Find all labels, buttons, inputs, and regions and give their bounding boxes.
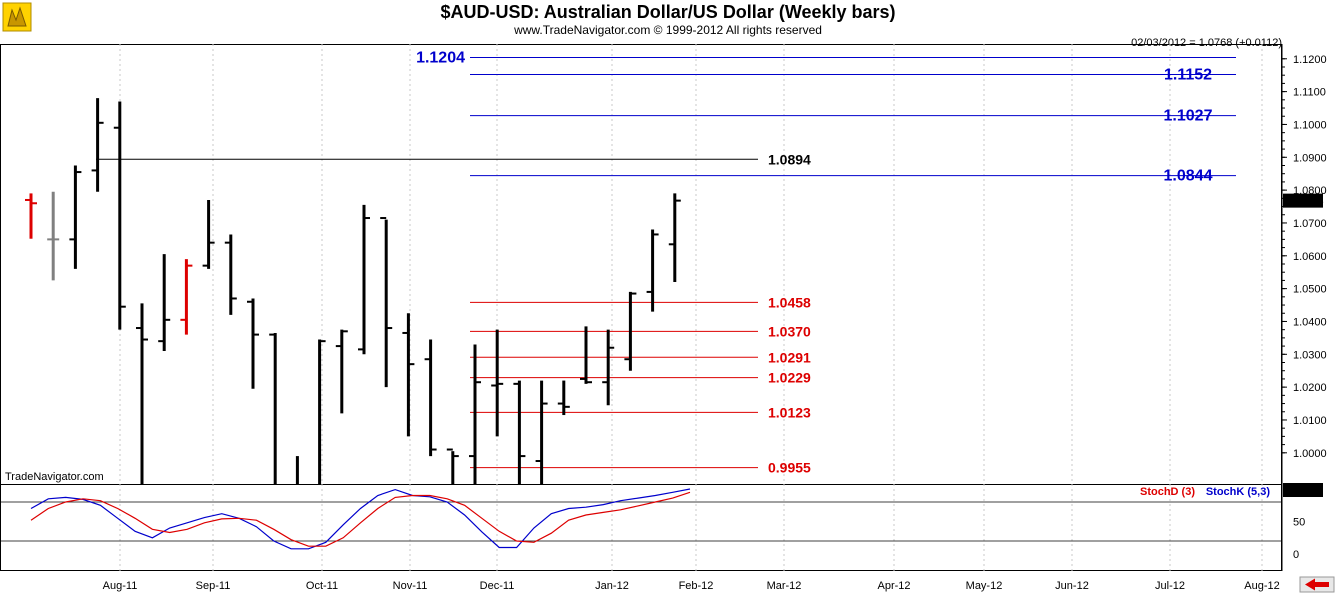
trade-navigator-logo-icon: [2, 2, 32, 32]
level-label: 1.0370: [768, 323, 811, 339]
ohlc-bar: [202, 199, 215, 269]
level-label: 1.0291: [768, 349, 811, 365]
last-quote-label: 02/03/2012 = 1.0768 (+0.0112): [1131, 37, 1282, 49]
stochastic-oscillator: 50 0: [0, 488, 1305, 561]
ohlc-bar: [646, 229, 659, 312]
stoch-d-line: [30, 491, 691, 547]
ohlc-bar: [180, 259, 193, 335]
ohlc-bar: [491, 329, 504, 437]
x-tick-label: Feb-12: [679, 580, 714, 592]
ohlc-bar: [318, 339, 326, 484]
current-price-tag: 1.0768: [1283, 193, 1324, 208]
ohlc-bar: [557, 380, 570, 416]
ohlc-bar: [402, 313, 415, 437]
ohlc-bar: [424, 339, 437, 457]
x-tick-label: Jul-12: [1155, 580, 1185, 592]
x-tick-label: Aug-11: [103, 580, 138, 592]
ohlc-bar: [69, 165, 82, 269]
osc-tick-label: 0: [1293, 549, 1299, 561]
y-tick-label: 1.1200: [1293, 54, 1327, 66]
ohlc-bar: [580, 326, 592, 384]
ohlc-bar: [224, 234, 237, 315]
ohlc-bar: [158, 254, 171, 352]
ohlc-bar: [469, 344, 481, 484]
ohlc-bars: [25, 98, 681, 484]
ohlc-bar: [535, 380, 548, 484]
x-tick-label: May-12: [966, 580, 1003, 592]
x-tick-label: Jun-12: [1055, 580, 1089, 592]
x-tick-label: Jan-12: [595, 580, 629, 592]
ohlc-bar: [269, 332, 277, 484]
ohlc-bar: [136, 303, 148, 484]
level-label: 1.1152: [1164, 67, 1212, 84]
ohlc-bar: [513, 380, 526, 484]
watermark-text: TradeNavigator.com: [5, 471, 104, 483]
copyright-text: www.TradeNavigator.com © 1999-2012 All r…: [513, 23, 822, 37]
chart-title: $AUD-USD: Australian Dollar/US Dollar (W…: [440, 2, 895, 22]
y-tick-label: 1.0100: [1293, 415, 1327, 427]
ohlc-bar: [602, 329, 615, 406]
stoch-k-line: [30, 488, 691, 550]
ohlc-bar: [25, 193, 37, 239]
stoch-d-label: StochD (3): [1140, 486, 1195, 498]
level-label: 1.1027: [1164, 108, 1213, 125]
level-label: 0.9955: [768, 460, 811, 476]
x-tick-label: Dec-11: [480, 580, 515, 592]
y-tick-label: 1.0500: [1293, 284, 1327, 296]
level-label: 1.0894: [768, 151, 811, 167]
level-label: 1.0229: [768, 370, 811, 386]
scroll-left-arrow-icon[interactable]: [1299, 576, 1335, 593]
fib-levels: 1.1204 1.1152 1.1027 1.0844 1.0894 1.0458 1.03…: [96, 49, 1236, 476]
oscillator-value-tag: [1283, 483, 1323, 497]
y-tick-label: 1.0900: [1293, 152, 1327, 164]
x-tick-label: Nov-11: [393, 580, 428, 592]
y-tick-label: 1.0200: [1293, 382, 1327, 394]
level-label: 1.1204: [416, 49, 465, 66]
y-tick-label: 1.0300: [1293, 349, 1327, 361]
ohlc-bar: [113, 101, 126, 330]
osc-tick-label: 50: [1293, 517, 1305, 529]
y-tick-label: 1.1000: [1293, 119, 1327, 131]
ohlc-bar: [446, 448, 459, 484]
date-axis-labels: Aug-11 Sep-11 Oct-11 Nov-11 Dec-11 Jan-12 Feb-…: [103, 580, 1280, 592]
ohlc-bar: [358, 204, 370, 355]
current-price-value: 1.0768: [1290, 196, 1324, 208]
x-tick-label: Aug-12: [1244, 580, 1279, 592]
y-tick-label: 1.0700: [1293, 218, 1327, 230]
price-axis-ticks: 1.12001.11001.10001.09001.08001.07001.06…: [1282, 54, 1327, 460]
ohlc-bar: [247, 298, 259, 389]
ohlc-bar: [624, 291, 637, 371]
y-tick-label: 1.1100: [1293, 87, 1326, 99]
level-label: 1.0844: [1164, 168, 1213, 185]
x-tick-label: Apr-12: [877, 580, 910, 592]
stoch-k-label: StochK (5,3): [1206, 486, 1271, 498]
x-tick-label: Sep-11: [196, 580, 231, 592]
level-label: 1.0123: [768, 404, 811, 420]
ohlc-bar: [47, 191, 60, 281]
y-tick-label: 1.0400: [1293, 316, 1327, 328]
ohlc-bar: [380, 217, 393, 388]
level-label: 1.0458: [768, 294, 811, 310]
x-tick-label: Mar-12: [767, 580, 802, 592]
ohlc-bar: [668, 193, 681, 283]
ohlc-bar: [91, 98, 104, 192]
ohlc-bar: [335, 329, 348, 414]
oscillator-value: 92.06: [1289, 485, 1317, 497]
y-tick-label: 1.0600: [1293, 251, 1327, 263]
y-tick-label: 1.0000: [1293, 448, 1327, 460]
x-tick-label: Oct-11: [306, 580, 338, 592]
